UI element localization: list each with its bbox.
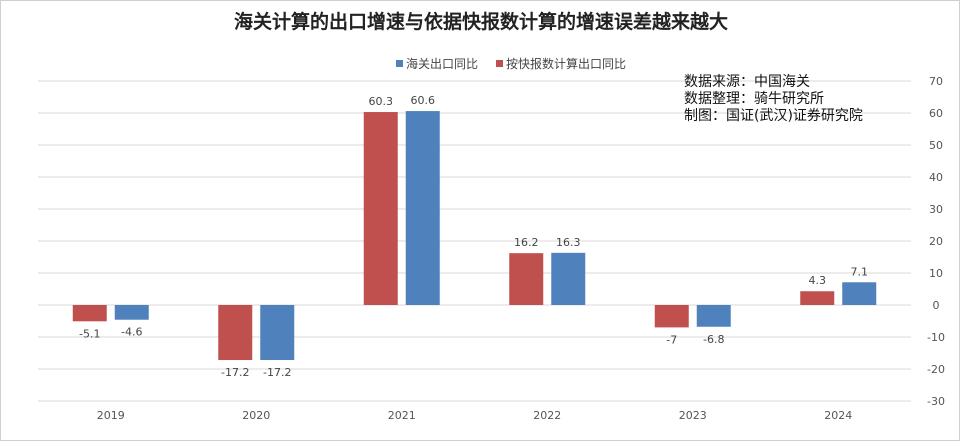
y-tick-label: 0	[933, 299, 940, 312]
bar-customs	[405, 111, 440, 305]
data-label: 4.3	[809, 274, 827, 287]
x-tick-label: 2022	[533, 409, 561, 422]
data-label: 16.2	[514, 236, 539, 249]
bar-flash	[654, 305, 689, 328]
data-label: 7.1	[851, 265, 869, 278]
data-label: -7	[666, 333, 677, 346]
compiler-line: 数据整理：骑牛研究所	[684, 91, 824, 107]
y-tick-label: 70	[929, 75, 943, 88]
legend-label: 按快报数计算出口同比	[506, 57, 627, 71]
legend-item-flash: 按快报数计算出口同比	[496, 55, 626, 72]
legend-label: 海关出口同比	[406, 57, 479, 71]
y-tick-label: -20	[927, 363, 945, 376]
y-tick-label: 50	[929, 139, 943, 152]
x-tick-label: 2024	[824, 409, 852, 422]
x-tick-label: 2019	[97, 409, 125, 422]
bar-customs	[842, 282, 877, 305]
y-tick-label: 10	[929, 267, 943, 280]
producer-line: 制图：国证(武汉)证券研究院	[684, 108, 863, 124]
legend-swatch-red	[496, 60, 504, 67]
bar-flash	[800, 291, 835, 305]
data-label: -5.1	[79, 327, 100, 340]
data-label: -4.6	[121, 326, 142, 339]
data-label: 60.6	[411, 94, 436, 107]
x-tick-label: 2020	[242, 409, 270, 422]
bar-customs	[551, 252, 586, 305]
bar-customs	[260, 305, 295, 361]
y-tick-label: -10	[927, 331, 945, 344]
bar-customs	[114, 305, 149, 320]
chart-title: 海关计算的出口增速与依据快报数计算的增速误差越来越大	[233, 11, 728, 33]
source-line: 数据来源：中国海关	[684, 74, 810, 90]
bar-flash	[509, 253, 544, 305]
data-label: -17.2	[263, 366, 291, 379]
data-label: -6.8	[703, 333, 724, 346]
source-note: 数据来源：中国海关 数据整理：骑牛研究所 制图：国证(武汉)证券研究院	[684, 74, 863, 125]
y-tick-label: 40	[929, 171, 943, 184]
bar-flash	[363, 112, 398, 305]
y-tick-label: 30	[929, 203, 943, 216]
y-tick-label: 20	[929, 235, 943, 248]
bar-customs	[696, 305, 731, 327]
x-tick-label: 2021	[388, 409, 416, 422]
x-tick-label: 2023	[679, 409, 707, 422]
legend-swatch-blue	[396, 60, 403, 67]
bar-flash	[218, 305, 253, 361]
y-tick-label: -30	[927, 395, 945, 408]
legend: 海关出口同比 按快报数计算出口同比	[396, 55, 626, 72]
data-label: 60.3	[369, 95, 394, 108]
data-label: 16.3	[556, 236, 581, 249]
legend-item-customs: 海关出口同比	[396, 55, 478, 72]
y-tick-label: 60	[929, 107, 943, 120]
bar-flash	[72, 305, 107, 322]
data-label: -17.2	[221, 366, 249, 379]
